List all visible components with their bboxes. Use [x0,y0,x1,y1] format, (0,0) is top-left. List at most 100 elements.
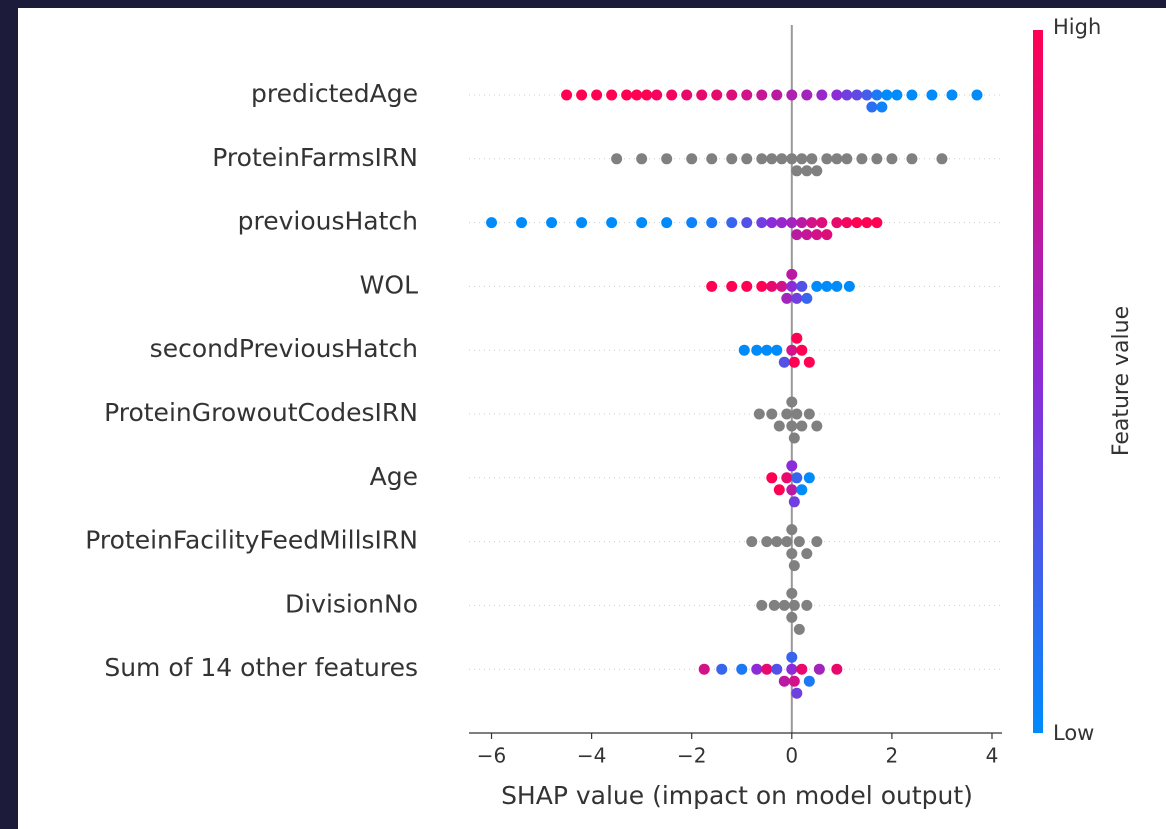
dot [821,280,833,292]
dot [856,153,868,165]
dot [706,280,718,292]
dot [786,484,798,496]
dot [561,89,573,101]
dot [576,217,588,229]
dot [738,344,750,356]
dot [871,153,883,165]
dot [796,280,808,292]
dot [821,153,833,165]
dot [756,280,768,292]
dot [876,101,888,113]
dot [761,344,773,356]
dot [766,280,778,292]
dot [611,153,623,165]
dot [791,332,803,344]
dot [736,663,748,675]
dot [666,89,678,101]
dot [796,344,808,356]
swarm [766,460,815,508]
dot [796,153,808,165]
dot [636,153,648,165]
dot [971,89,983,101]
dot [786,611,798,623]
dot [793,623,805,635]
dot [786,396,798,408]
x-tick-label: 2 [886,744,899,768]
dot [796,663,808,675]
feature-label: Age [370,462,418,491]
dot [636,217,648,229]
dot [686,153,698,165]
x-tick-label: −4 [577,744,606,768]
dot [926,89,938,101]
dot [776,217,788,229]
dot [786,268,798,280]
x-tick-label: −6 [477,744,506,768]
dot [861,89,873,101]
dot [761,663,773,675]
dot [781,536,793,548]
dot [776,153,788,165]
dot [811,420,823,432]
dot [711,89,723,101]
feature-label: predictedAge [251,79,418,108]
dot [756,217,768,229]
dot [788,599,800,611]
dot [546,217,558,229]
dot [881,89,893,101]
dot [661,217,673,229]
dot [796,484,808,496]
dot [771,89,783,101]
dot [766,153,778,165]
dot [771,536,783,548]
dot [786,651,798,663]
dot [811,229,823,241]
dot [841,217,853,229]
dot [811,280,823,292]
dot [803,472,815,484]
feature-label: previousHatch [238,207,418,236]
dot [778,675,790,687]
dot [791,408,803,420]
dot [716,663,728,675]
feature-label: secondPreviousHatch [150,334,418,363]
dot [768,599,780,611]
dot [606,89,618,101]
x-tick-label: 0 [785,744,798,768]
dot [871,89,883,101]
dot [841,153,853,165]
dot [753,408,765,420]
dot [831,89,843,101]
dot [831,280,843,292]
dot [843,280,855,292]
dot [726,153,738,165]
dot [771,663,783,675]
dot [791,687,803,699]
dot [726,217,738,229]
dot [786,153,798,165]
panel [18,8,1166,829]
dot [796,217,808,229]
dot [696,89,708,101]
feature-label: WOL [360,270,418,299]
dot [641,89,653,101]
dot [726,280,738,292]
dot [726,89,738,101]
dot [946,89,958,101]
dot [788,560,800,572]
dot [741,280,753,292]
dot [766,217,778,229]
dot [891,89,903,101]
dot [516,217,528,229]
dot [781,408,793,420]
dot [811,536,823,548]
swarm [611,153,948,177]
dot [781,292,793,304]
dot [631,89,643,101]
dot [788,675,800,687]
dot [801,165,813,177]
dot [801,292,813,304]
dot [788,432,800,444]
dot [751,344,763,356]
